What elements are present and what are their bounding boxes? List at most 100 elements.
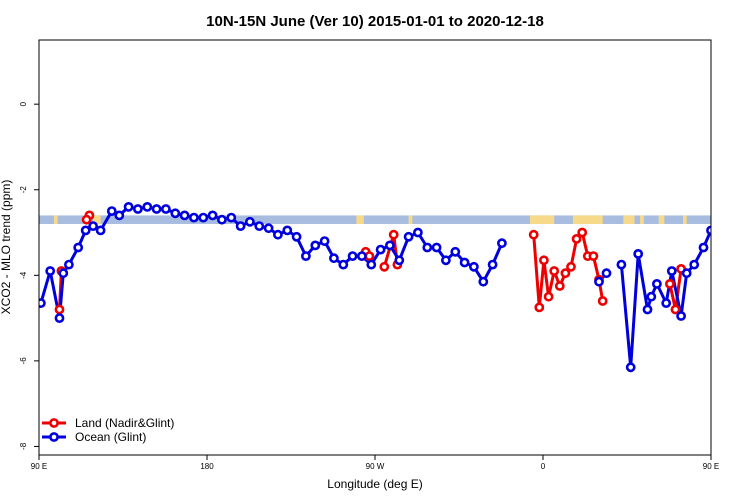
ocean-data-point <box>272 229 283 240</box>
ocean-band <box>39 215 711 224</box>
land-band-segment <box>408 215 413 224</box>
ocean-data-point <box>114 210 125 221</box>
land-mask-band <box>39 215 711 224</box>
ocean-data-point <box>440 255 451 266</box>
ocean-data-point <box>384 240 395 251</box>
land-band-segment <box>529 215 555 224</box>
land-data-point <box>81 214 92 225</box>
ocean-data-point <box>328 253 339 264</box>
ocean-data-point <box>642 304 653 315</box>
x-tick-label: 0 <box>541 462 546 471</box>
ocean-data-point <box>468 261 479 272</box>
ocean-data-point <box>39 298 46 308</box>
x-tick-label: 90 E <box>703 462 719 471</box>
ocean-data-point <box>170 208 181 219</box>
ocean-data-point <box>198 212 209 223</box>
ocean-data-point <box>412 227 423 238</box>
ocean-data-point <box>207 210 218 221</box>
ocean-data-point <box>58 268 69 279</box>
ocean-data-point <box>652 278 662 289</box>
land-band-segment <box>572 215 603 224</box>
ocean-data-point <box>282 225 293 236</box>
ocean-data-point <box>88 221 98 231</box>
ocean-data-point <box>347 251 358 261</box>
land-data-point <box>577 227 588 238</box>
y-tick-label: -6 <box>19 357 28 365</box>
ocean-data-point <box>73 242 84 253</box>
plot-frame <box>38 39 712 456</box>
ocean-data-point <box>633 248 644 259</box>
x-axis: 90 E 180 90 W 0 90 E <box>31 455 719 471</box>
land-data-point <box>566 261 576 272</box>
ocean-data-point <box>80 225 91 236</box>
land-data-point <box>364 251 375 261</box>
land-band-segment <box>623 215 635 224</box>
land-data-point <box>54 304 65 315</box>
land-data-point <box>543 291 554 302</box>
ocean-data-point <box>646 291 657 302</box>
ocean-data-point <box>594 276 604 287</box>
ocean-data-point <box>625 362 636 373</box>
ocean-data-point <box>375 244 386 255</box>
ocean-data-point <box>188 212 199 223</box>
ocean-data-point <box>64 259 74 270</box>
legend-marker-ocean <box>49 432 59 442</box>
land-data-point <box>665 278 675 289</box>
ocean-data-point <box>319 236 330 246</box>
ocean-data-point <box>263 223 274 234</box>
land-data-point <box>539 255 549 266</box>
ocean-data-point <box>431 242 442 253</box>
ocean-data-point <box>681 268 692 279</box>
land-data-point <box>719 212 726 219</box>
land-band-segment <box>93 215 101 224</box>
land-data-point <box>554 281 565 291</box>
y-axis: 0 -2 -4 -6 -8 <box>19 101 39 450</box>
ocean-data-point <box>254 221 265 231</box>
land-data-point <box>549 266 560 276</box>
ocean-data-point <box>45 266 56 276</box>
land-data-point <box>379 261 390 272</box>
ocean-data-point <box>666 266 677 276</box>
legend: Land (Nadir&Glint)Ocean (Glint) <box>42 416 174 444</box>
land-data-point <box>560 268 571 279</box>
ocean-data-point <box>244 216 255 227</box>
land-band-segment <box>356 215 364 224</box>
x-axis-label: Longitude (deg E) <box>327 477 422 491</box>
chart-title: 10N-15N June (Ver 10) 2015-01-01 to 2020… <box>206 13 544 30</box>
series-layer <box>39 201 726 373</box>
ocean-data-point <box>616 259 627 270</box>
land-data-point <box>588 251 599 261</box>
y-tick-label: -8 <box>19 442 28 450</box>
ocean-data-point <box>142 201 153 212</box>
ocean-data-point <box>661 298 672 308</box>
x-tick-label: 180 <box>200 462 214 471</box>
ocean-data-point <box>422 242 433 253</box>
y-tick-label: -2 <box>19 186 28 194</box>
ocean-data-point <box>300 251 311 261</box>
ocean-data-point <box>132 204 143 214</box>
ocean-data-point <box>54 313 65 323</box>
land-data-point <box>571 233 582 244</box>
legend-marker-land <box>49 418 59 428</box>
ocean-data-point <box>459 257 470 268</box>
ocean-data-point <box>235 221 246 231</box>
ocean-data-point <box>338 259 349 270</box>
ocean-data-point <box>291 231 302 242</box>
x-tick-label: 90 W <box>366 462 385 471</box>
ocean-data-point <box>450 246 461 257</box>
ocean-data-point <box>95 225 106 236</box>
land-band-segment <box>683 215 687 224</box>
ocean-data-point <box>123 201 134 212</box>
y-tick-label: 0 <box>19 101 28 106</box>
ocean-data-point <box>496 238 507 249</box>
land-data-point <box>597 296 608 306</box>
ocean-data-point <box>676 311 686 321</box>
ocean-data-point <box>706 225 711 236</box>
y-tick-label: -4 <box>19 271 28 279</box>
ocean-data-point <box>601 268 612 279</box>
ocean-data-point <box>487 259 498 270</box>
land-band-segment <box>53 215 58 224</box>
ocean-data-point <box>394 255 405 266</box>
legend-label-ocean: Ocean (Glint) <box>75 430 146 444</box>
